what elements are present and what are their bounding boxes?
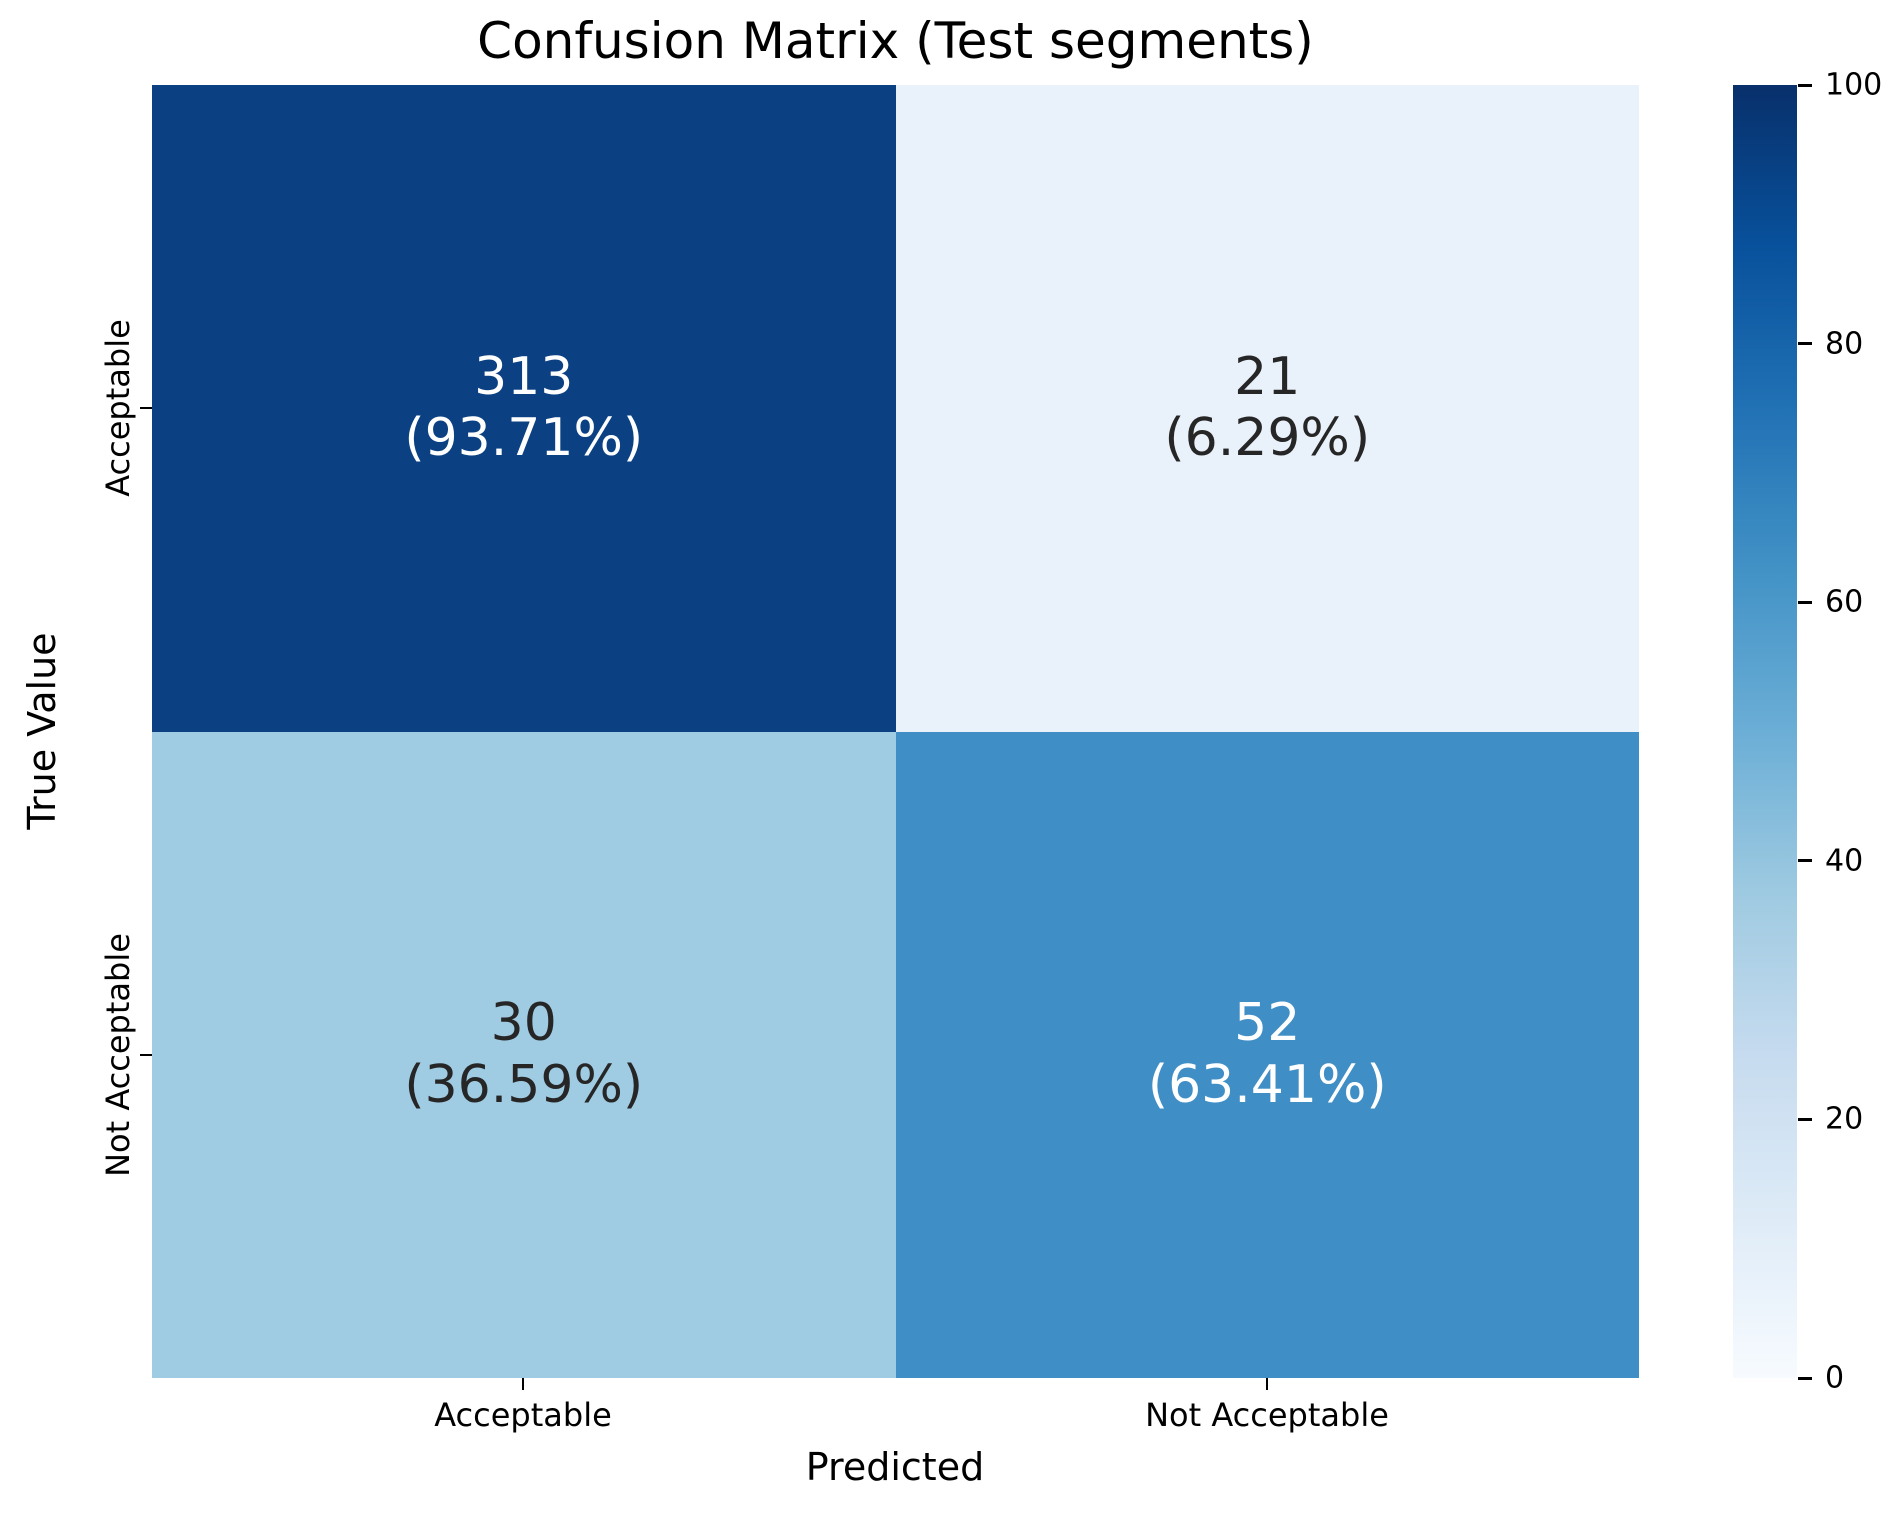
colorbar-tick-mark	[1798, 600, 1812, 604]
heatmap-cell-true-acceptable-pred-acceptable: 313 (93.71%)	[152, 85, 896, 732]
cell-percent: (63.41%)	[1147, 1054, 1387, 1115]
colorbar-tick-label: 60	[1825, 584, 1864, 620]
heatmap-cell-true-acceptable-pred-not-acceptable: 21 (6.29%)	[895, 85, 1639, 732]
colorbar-tick-mark	[1798, 1376, 1812, 1380]
colorbar-tick-label: 40	[1825, 843, 1864, 879]
colorbar-tick-label: 0	[1825, 1360, 1845, 1396]
y-axis-tick-mark	[140, 1054, 152, 1056]
cell-count: 52	[1234, 993, 1301, 1054]
x-axis-tick-mark	[1266, 1378, 1268, 1390]
cell-count: 30	[490, 993, 557, 1054]
cell-percent: (6.29%)	[1164, 408, 1371, 469]
colorbar-tick-label: 20	[1825, 1101, 1864, 1137]
colorbar-tick-mark	[1798, 1117, 1812, 1121]
colorbar-tick-mark	[1798, 83, 1812, 87]
cell-percent: (93.71%)	[404, 408, 644, 469]
cell-count: 21	[1234, 346, 1301, 407]
x-axis-label: Predicted	[805, 1445, 985, 1489]
heatmap-cell-true-not-acceptable-pred-acceptable: 30 (36.59%)	[152, 731, 896, 1378]
colorbar-ticks: 100 80 60 40 20 0	[1733, 68, 1893, 1396]
chart-title: Confusion Matrix (Test segments)	[477, 12, 1314, 70]
colorbar-tick-mark	[1798, 342, 1812, 346]
x-axis-tick-mark	[522, 1378, 524, 1390]
x-tick-label-not-acceptable: Not Acceptable	[1145, 1396, 1389, 1434]
heatmap-grid: 313 (93.71%) 21 (6.29%) 30 (36.59%) 52 (…	[152, 85, 1639, 1378]
cell-percent: (36.59%)	[404, 1054, 644, 1115]
y-axis-label: True Value	[20, 632, 64, 830]
heatmap-cell-true-not-acceptable-pred-not-acceptable: 52 (63.41%)	[895, 731, 1639, 1378]
x-tick-label-acceptable: Acceptable	[434, 1396, 612, 1434]
colorbar-gradient	[1733, 85, 1797, 1378]
colorbar-tick-label: 80	[1825, 326, 1864, 362]
colorbar-tick-label: 100	[1825, 67, 1883, 103]
y-axis-tick-mark	[140, 407, 152, 409]
y-tick-label-not-acceptable: Not Acceptable	[99, 933, 137, 1177]
cell-count: 313	[474, 346, 574, 407]
y-tick-label-acceptable: Acceptable	[99, 319, 137, 497]
colorbar-tick-mark	[1798, 859, 1812, 863]
